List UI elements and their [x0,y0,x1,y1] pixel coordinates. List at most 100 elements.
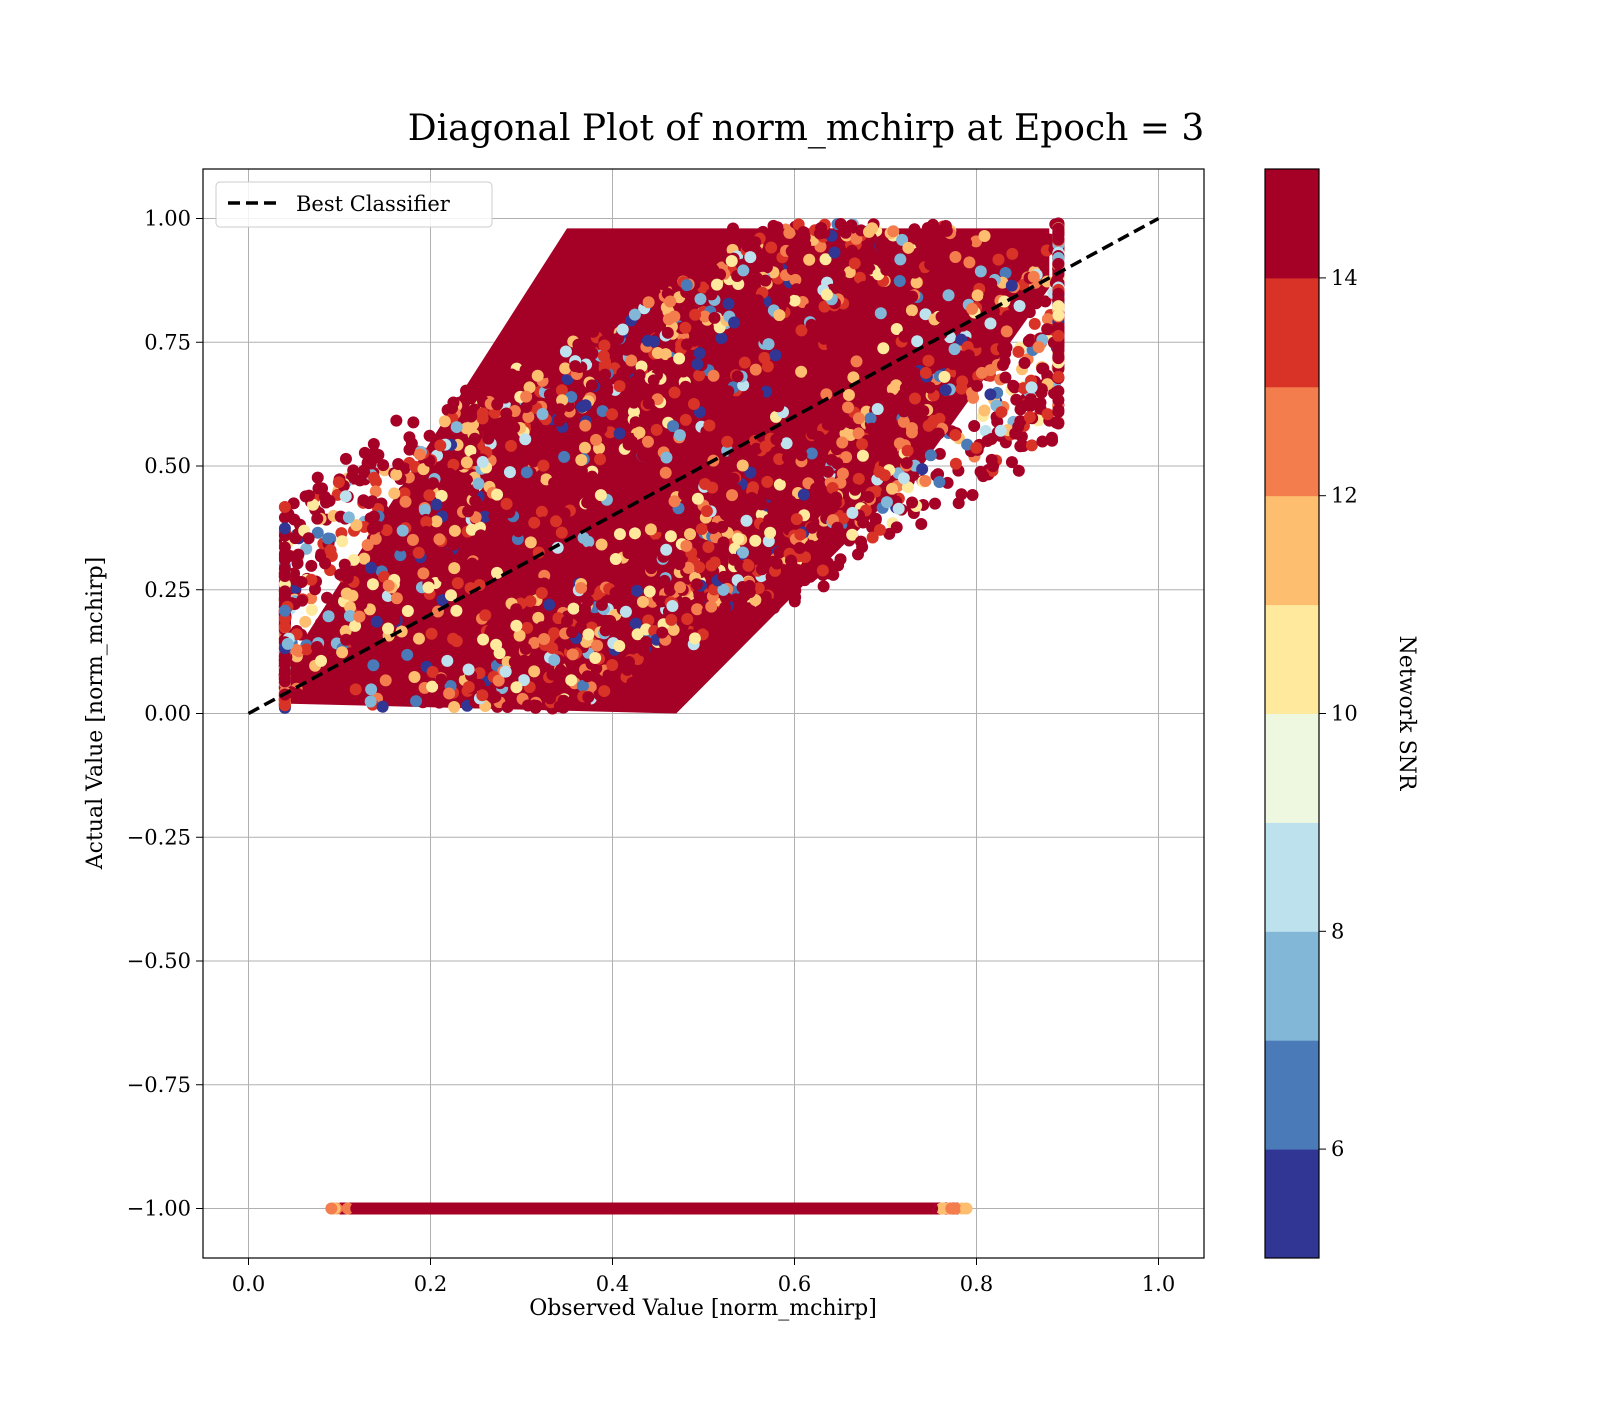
scatter-point-negative [325,1202,338,1215]
scatter-point [278,620,291,633]
scatter-point [664,295,677,308]
scatter-point [723,345,736,358]
scatter-point [908,266,921,279]
scatter-point [668,386,681,399]
scatter-point [590,433,603,446]
scatter-point [433,533,446,546]
scatter-point-negative [742,1202,755,1215]
scatter-point [785,559,798,572]
scatter-point [911,335,924,348]
scatter-point [694,292,707,305]
scatter-point [902,241,915,254]
scatter-point [830,258,843,271]
scatter-point [952,497,965,510]
grid-lines [203,169,1204,1258]
scatter-point [485,624,498,637]
scatter-point [647,374,660,387]
scatter-point [408,680,421,693]
scatter-point-negative [848,1202,861,1215]
scatter-point [518,654,531,667]
scatter-point [936,342,949,355]
y-tick-label: 0.00 [144,702,191,726]
y-axis-label: Actual Value [norm_mchirp] [83,557,108,871]
scatter-point [543,444,556,457]
scatter-point [604,615,617,628]
scatter-point [769,349,782,362]
scatter-point [894,253,907,266]
scatter-point [407,416,420,429]
scatter-point [874,239,887,252]
scatter-point [291,557,304,570]
scatter-point [728,553,741,566]
scatter-point [770,557,783,570]
scatter-point [430,515,443,528]
scatter-point [332,476,345,489]
scatter-point [984,388,997,401]
scatter-point [1052,370,1065,383]
scatter-point [490,566,503,579]
scatter-point [727,621,740,634]
scatter-point [1041,408,1054,421]
scatter-point [941,398,954,411]
scatter-point [613,640,626,653]
scatter-point [997,359,1010,372]
scatter-point [717,570,730,583]
scatter-point [612,478,625,491]
scatter-point-negative [350,1202,363,1215]
scatter-point [376,554,389,567]
scatter-point [569,360,582,373]
scatter-point [930,223,943,236]
scatter-point [450,604,463,617]
scatter-point [399,495,412,508]
scatter-point [655,662,668,675]
scatter-point [985,277,998,290]
scatter-point [378,570,391,583]
scatter-point [916,242,929,255]
scatter-point [810,482,823,495]
scatter-point [403,431,416,444]
scatter-point [443,687,456,700]
scatter-point [628,527,641,540]
y-tick-label: 0.50 [144,454,191,478]
scatter-point [680,338,693,351]
y-axis-ticks: 1.00 0.75 0.50 0.25 0.00 −0.25 −0.50 −0.75 −1.00 [127,207,203,1221]
scatter-point [897,415,910,428]
scatter-point [441,654,454,667]
scatter-point [476,456,489,469]
scatter-point [609,552,622,565]
scatter-point [573,429,586,442]
scatter-point [863,262,876,275]
scatter-point [630,561,643,574]
scatter-point [708,311,721,324]
scatter-point [1005,279,1018,292]
scatter-point [586,557,599,570]
scatter-point [343,609,356,622]
scatter-point [278,553,291,566]
scatter-point [1012,464,1025,477]
scatter-point [665,613,678,626]
scatter-point [1043,233,1056,246]
scatter-point [798,231,811,244]
scatter-point [1037,362,1050,375]
scatter-point [658,574,671,587]
scatter-point [764,526,777,539]
scatter-point [488,510,501,523]
scatter-point [616,323,629,336]
scatter-point [382,579,395,592]
scatter-point [783,226,796,239]
scatter-point-negative [717,1202,730,1215]
scatter-point [565,390,578,403]
scatter-point [751,388,764,401]
y-tick-label: −1.00 [127,1197,191,1221]
scatter-point [842,388,855,401]
scatter-point [857,281,870,294]
scatter-point [1025,439,1038,452]
scatter-point [448,700,461,713]
scatter-point [1052,300,1065,313]
scatter-point [367,510,380,523]
scatter-point [295,576,308,589]
scatter-point [342,511,355,524]
scatter-point [438,415,451,428]
scatter-point [311,526,324,539]
scatter-point [513,629,526,642]
